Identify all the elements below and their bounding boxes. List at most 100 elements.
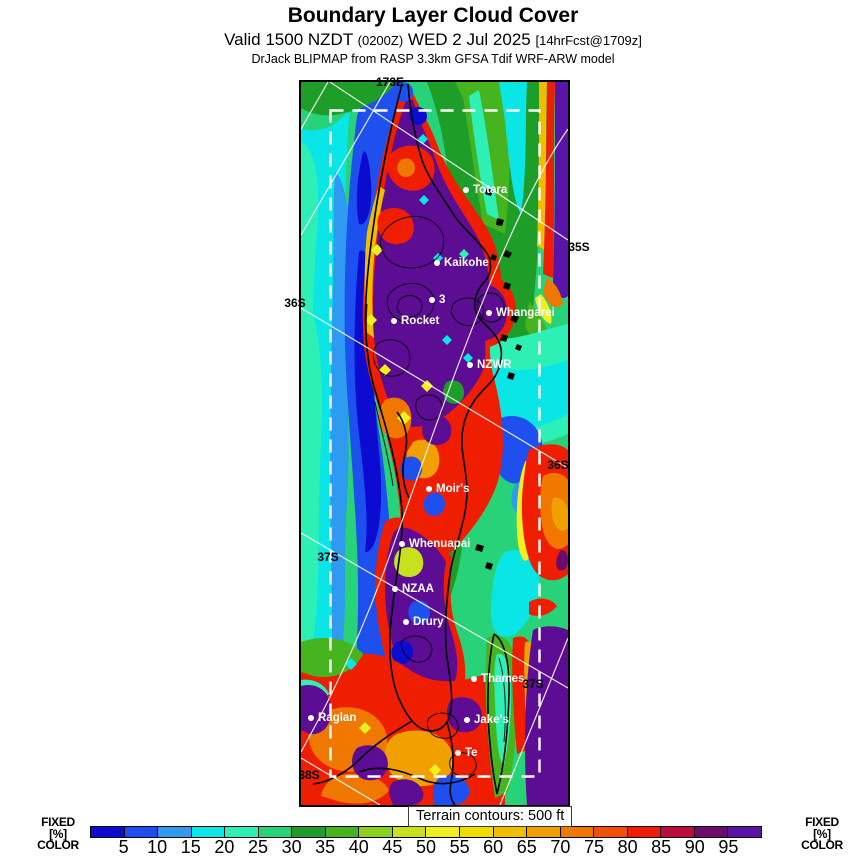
site-marker-kaikohe: Kaikohe [434, 257, 489, 269]
terrain-note-box: Terrain contours: 500 ft [408, 806, 573, 827]
valid-zulu: (0200Z) [357, 33, 404, 48]
colorbar-tick-label: 55 [449, 837, 470, 857]
colorbar-segment [559, 827, 594, 837]
valid-time: Valid 1500 NZDT [224, 30, 353, 49]
page-title: Boundary Layer Cloud Cover [287, 4, 579, 27]
colorbar-tick-label: 5 [118, 837, 129, 857]
site-dot [434, 260, 440, 266]
graticule-label-37s: 37S [522, 677, 544, 691]
cloud-cover-map: Totara Kaikohe 3 Whangarei Rocket NZWR Moir's W… [284, 75, 590, 807]
colorbar-segment [391, 827, 426, 837]
colorbar-tick-label: 75 [583, 837, 605, 857]
site-label: NZWR [477, 359, 512, 371]
colorbar-segment [660, 827, 694, 837]
graticule-label-38s: 38S [298, 768, 320, 782]
site-label: Thames [481, 673, 525, 685]
colorbar-segment [492, 827, 527, 837]
colorbar-segment [693, 827, 728, 837]
site-dot [486, 310, 492, 316]
colorbar-tick-label: 25 [247, 837, 269, 857]
colorbar-segment [157, 827, 191, 837]
colorbar-tick-label: 40 [348, 837, 369, 857]
graticule-label-37s: 37S [317, 550, 339, 564]
colorbar-tick-label: 30 [281, 837, 302, 857]
site-marker-rocket: Rocket [391, 315, 439, 327]
site-label: NZAA [402, 583, 434, 595]
colorbar-segment [593, 827, 627, 837]
site-marker-totara: Totara [463, 184, 507, 196]
site-label: Drury [413, 616, 444, 628]
colorbar-segment [358, 827, 392, 837]
colorbar-tick-label: 50 [415, 837, 437, 857]
site-dot [392, 586, 398, 592]
graticule-label-36s: 36S [547, 458, 569, 472]
model-line: DrJack BLIPMAP from RASP 3.3km GFSA Tdif… [251, 52, 615, 66]
site-marker-jake-s: Jake's [464, 714, 509, 726]
site-label: Whenuapai [409, 538, 471, 550]
colorbar-segment [224, 827, 258, 837]
site-dot [426, 486, 432, 492]
colorbar-tick-label: 90 [684, 837, 705, 857]
site-dot [467, 362, 473, 368]
colorbar-fixed-label-left: FIXED [%] COLOR [37, 815, 79, 852]
site-dot [391, 318, 397, 324]
domain-boundary-dashed [329, 109, 541, 778]
site-dot [463, 187, 469, 193]
valid-date: WED 2 Jul 2025 [407, 30, 531, 49]
site-label: Rocket [401, 315, 440, 327]
site-label: 3 [439, 294, 446, 306]
colorbar-segment [123, 827, 158, 837]
forecast-tag: [14hrFcst@1709z] [535, 33, 642, 48]
colorbar-segment [526, 827, 560, 837]
site-marker-whangarei: Whangarei [486, 307, 555, 319]
site-label: Whangarei [496, 307, 555, 319]
colorbar-segment [291, 827, 325, 837]
site-label: Raglan [318, 712, 357, 724]
colorbar-tick-label: 85 [651, 837, 672, 857]
colorbar-tick-label: 45 [382, 837, 403, 857]
colorbar-segment [626, 827, 661, 837]
site-label: Te [465, 747, 478, 759]
colorbar-tick-label: 35 [315, 837, 336, 857]
header: Boundary Layer Cloud Cover Valid 1500 NZ… [0, 4, 850, 66]
colorbar-segment [459, 827, 493, 837]
colorbar-tick-label: 70 [550, 837, 571, 857]
graticule-label-35s: 35S [568, 240, 590, 254]
colorbar-segment [324, 827, 359, 837]
site-dot [455, 750, 461, 756]
site-label: Jake's [474, 714, 509, 726]
offshore-islands [475, 188, 522, 570]
site-marker-drury: Drury [403, 616, 444, 628]
graticule-label-36s: 36S [284, 296, 306, 310]
cloud-cover-field [301, 82, 568, 805]
colorbar-tick-label: 15 [180, 837, 201, 857]
colorbar-segment [91, 827, 124, 837]
colorbar-segment [727, 827, 761, 837]
valid-line: Valid 1500 NZDT (0200Z) WED 2 Jul 2025 [… [16, 30, 850, 51]
site-marker-nzaa: NZAA [392, 583, 434, 595]
colorbar-tick-label: 10 [147, 837, 168, 857]
site-dot [429, 297, 435, 303]
colorbar-tick-label: 80 [617, 837, 638, 857]
colorbar-tick-label: 20 [214, 837, 235, 857]
site-label: Totara [473, 184, 508, 196]
site-marker-nzwr: NZWR [467, 359, 512, 371]
coastline [312, 83, 510, 805]
graticule-label-173e: 173E [375, 75, 405, 89]
site-dot [471, 676, 477, 682]
colorbar-segment [257, 827, 292, 837]
site-dot [399, 541, 405, 547]
site-dot [464, 717, 470, 723]
site-marker-moir-s: Moir's [426, 483, 469, 495]
site-marker-thames: Thames [471, 673, 524, 685]
graticule-lines [301, 82, 568, 805]
site-marker-te: Te [455, 747, 478, 759]
colorbar-tick-label: 95 [718, 837, 739, 857]
colorbar-tick-label: 65 [516, 837, 537, 857]
site-dot [403, 619, 409, 625]
colorbar-segment [425, 827, 460, 837]
site-label: Moir's [436, 483, 470, 495]
colorbar-segment [190, 827, 225, 837]
colorbar-fixed-label-right: FIXED [%] COLOR [801, 815, 843, 852]
